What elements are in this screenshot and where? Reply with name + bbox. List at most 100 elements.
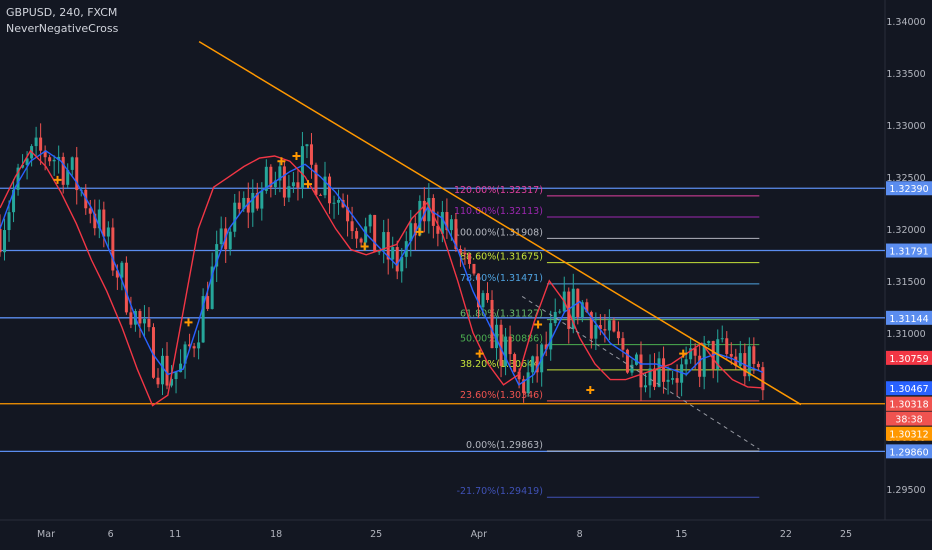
cross-marker-6 [415,227,424,236]
candle-body-61 [273,180,277,188]
candle-body-62 [278,166,282,181]
candle-body-93 [418,200,422,236]
candle-body-92 [413,223,417,236]
candle-body-20 [88,208,92,214]
candle-body-54 [242,197,246,209]
level-price-tag-0 [886,181,932,196]
candle-body-43 [192,346,196,349]
candle-body-34 [151,327,155,378]
candle-body-6 [25,158,29,166]
candle-body-101 [454,219,458,249]
candle-body-42 [188,344,192,347]
candle-body-108 [486,293,490,300]
candle-body-39 [174,372,178,380]
candle-body-140 [630,364,634,373]
candle-body-13 [57,156,61,160]
candle-body-151 [680,364,684,383]
candle-body-152 [684,359,688,365]
x-tick-label-2: 11 [169,529,181,540]
x-tick-label-3: 18 [270,529,282,540]
candle-body-124 [558,311,562,313]
candle-body-73 [328,176,332,204]
candle-body-107 [481,293,485,308]
candle-body-10 [43,150,47,158]
candle-body-167 [752,346,756,364]
cross-marker-8 [534,320,543,329]
candle-body-153 [689,348,693,360]
candle-body-35 [156,377,160,385]
y-tick-label-4: 1.32000 [886,225,925,236]
ma-line-0 [0,149,764,386]
candle-body-148 [666,379,670,382]
y-tick-label-6: 1.31000 [886,329,925,340]
candle-body-41 [183,344,187,364]
cross-marker-0 [53,175,62,184]
x-tick-label-0: Mar [37,529,55,540]
y-tick-label-5: 1.31500 [886,277,925,288]
candle-body-121 [544,344,548,350]
candle-body-117 [526,372,530,394]
candle-body-67 [300,146,304,188]
candle-body-146 [657,358,661,387]
candle-body-72 [323,176,327,196]
candle-body-144 [648,368,652,386]
candle-body-129 [580,302,584,318]
candle-body-91 [409,223,413,242]
candle-body-118 [531,356,535,373]
cross-marker-7 [475,349,484,358]
candle-body-166 [747,346,751,377]
level-price-label-4: 1.29860 [889,447,928,458]
level-price-tag-2 [886,310,932,325]
candle-body-55 [246,197,250,213]
cross-marker-1 [184,318,193,327]
fib-level-label-0: 120.00%(1.32317) [454,185,543,196]
candle-body-99 [445,212,449,231]
y-tick-label-3: 1.32500 [886,173,925,184]
x-tick-label-5: Apr [471,529,488,540]
candle-body-71 [318,194,322,196]
ma-line-1 [0,149,763,407]
candle-body-109 [490,299,494,349]
candle-body-21 [93,213,97,229]
candle-body-4 [16,167,20,190]
candle-body-23 [102,209,106,237]
candle-body-81 [364,226,368,243]
candle-body-131 [589,312,593,339]
candle-body-24 [106,227,110,237]
candle-body-66 [296,182,300,188]
candle-body-74 [332,202,336,204]
candle-body-114 [513,354,517,372]
candle-body-161 [725,338,729,354]
candle-body-112 [504,336,508,367]
candle-body-2 [7,212,11,231]
candle-body-141 [634,354,638,365]
candle-body-138 [621,338,625,350]
candle-body-58 [260,190,264,209]
candle-body-100 [449,219,453,231]
candle-body-25 [111,227,115,271]
candle-body-12 [52,159,56,162]
candle-body-169 [761,367,765,391]
cross-marker-10 [679,349,688,358]
fib-level-label-5: 61.80%(1.31127) [460,309,543,320]
candle-body-116 [522,379,526,394]
candle-body-150 [675,378,679,383]
descending-trendline [198,40,802,406]
cross-marker-2 [277,157,286,166]
candle-body-52 [233,202,237,232]
candle-body-47 [210,266,214,309]
candle-body-157 [707,341,711,344]
candle-body-36 [161,355,165,385]
candle-body-29 [129,312,133,325]
candle-body-53 [237,202,241,209]
fib-level-label-3: 88.60%(1.31675) [460,252,543,263]
price-tag-label-2: 1.30318 [889,400,928,411]
candle-body-127 [571,288,575,329]
candle-body-44 [197,342,201,349]
y-tick-label-9: 1.29500 [886,485,925,496]
candle-body-27 [120,262,124,278]
candle-body-26 [115,270,119,278]
candle-body-123 [553,311,557,324]
candle-body-94 [422,200,426,222]
